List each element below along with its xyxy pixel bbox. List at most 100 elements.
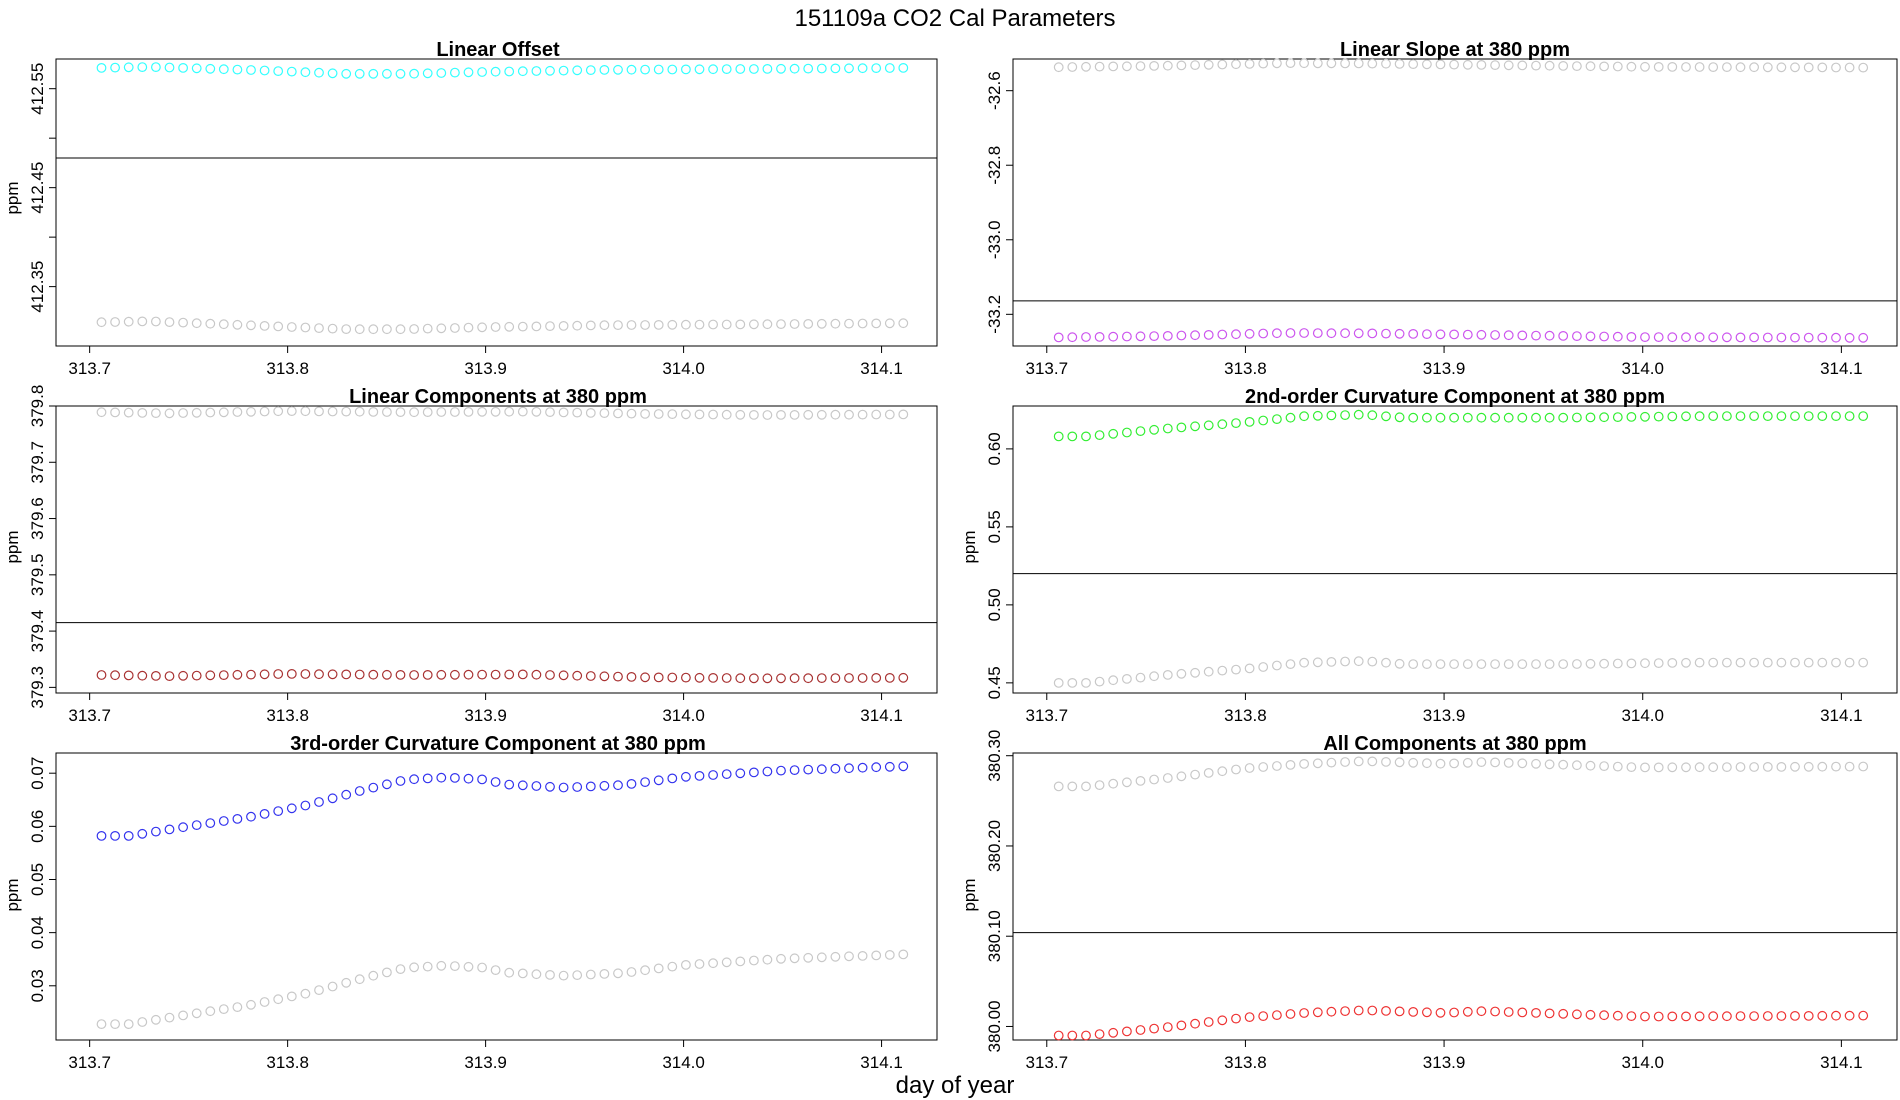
data-point [314,323,324,334]
data-point [735,768,746,779]
data-point [681,409,691,420]
data-point [599,408,610,419]
data-point [1149,774,1159,785]
data-point [1135,672,1146,683]
data-point [110,1019,120,1029]
data-point [1531,412,1541,423]
data-point [1776,657,1787,668]
series-0 [96,761,909,841]
data-point [123,831,134,841]
data-point [640,320,650,330]
data-point [1476,329,1487,340]
data-point [1844,761,1855,772]
series-1 [1053,1005,1869,1041]
data-point [1108,61,1119,72]
data-point [585,320,596,331]
data-point [436,323,447,334]
x-tick-label: 313.8 [266,359,309,378]
data-point [871,762,882,773]
data-point [1612,412,1623,423]
data-point [1067,332,1078,343]
data-point [1476,60,1487,70]
data-point [1285,412,1296,423]
data-point [1517,412,1528,423]
data-point [1258,328,1269,339]
data-point [409,962,420,973]
data-point [1394,757,1405,768]
data-point [259,997,270,1007]
data-point [1108,778,1119,789]
data-point [259,406,270,417]
data-point [816,952,827,963]
x-tick-label: 313.7 [68,1053,111,1072]
data-point [1776,1011,1787,1021]
data-point [1503,412,1514,423]
data-point [1435,329,1446,340]
data-point [1762,657,1773,668]
data-point [1735,62,1746,73]
series-0 [96,62,909,79]
data-point [463,322,474,333]
data-point [96,407,107,418]
data-point [178,822,189,833]
series-1 [1053,328,1869,343]
data-point [1217,1015,1228,1026]
data-point [150,62,161,72]
data-point [490,66,501,77]
panel-2nd-order-curvature: 2nd-order Curvature Component at 380 ppm… [960,386,1898,725]
data-point [164,408,175,419]
data-point [721,673,732,683]
data-point [1108,331,1119,342]
data-point [640,409,650,419]
data-point [137,62,148,72]
data-point [123,670,134,681]
data-point [490,322,501,332]
data-point [1558,659,1569,669]
data-point [110,670,120,681]
data-point [1626,658,1637,669]
data-point [1231,329,1241,340]
data-point [1353,656,1364,667]
x-tick-label: 314.1 [860,359,903,378]
data-point [1108,428,1119,439]
data-point [558,407,569,418]
plot-frame [1012,405,1898,694]
data-point [354,68,365,79]
data-point [1176,422,1187,433]
data-point [1517,1007,1528,1018]
data-point [1640,61,1650,72]
data-point [626,64,637,75]
data-point [436,960,447,971]
data-point [178,670,189,681]
data-point [1462,59,1473,70]
data-point [1271,58,1282,69]
data-point [1121,331,1132,342]
data-point [1340,410,1350,421]
data-point [1531,1008,1541,1018]
y-tick-label: 379.7 [28,441,47,484]
data-point [1571,760,1582,771]
data-point [1708,62,1719,72]
data-point [857,673,868,683]
data-point [286,66,297,77]
x-tick-label: 313.8 [1224,706,1267,725]
data-point [626,320,637,330]
data-point [681,64,691,75]
data-point [613,64,623,75]
data-point [1190,667,1200,678]
data-point [681,771,691,782]
data-point [341,324,352,335]
data-point [477,774,488,785]
data-point [477,406,488,417]
data-point [1176,668,1187,679]
data-point [735,673,746,684]
data-point [1217,665,1228,676]
x-tick-label: 313.8 [266,1053,309,1072]
data-point [1203,330,1214,340]
data-point [1803,761,1814,772]
data-point [694,672,705,683]
data-point [1244,1012,1255,1022]
data-point [857,951,868,961]
data-point [1312,657,1323,668]
data-point [1353,328,1364,339]
